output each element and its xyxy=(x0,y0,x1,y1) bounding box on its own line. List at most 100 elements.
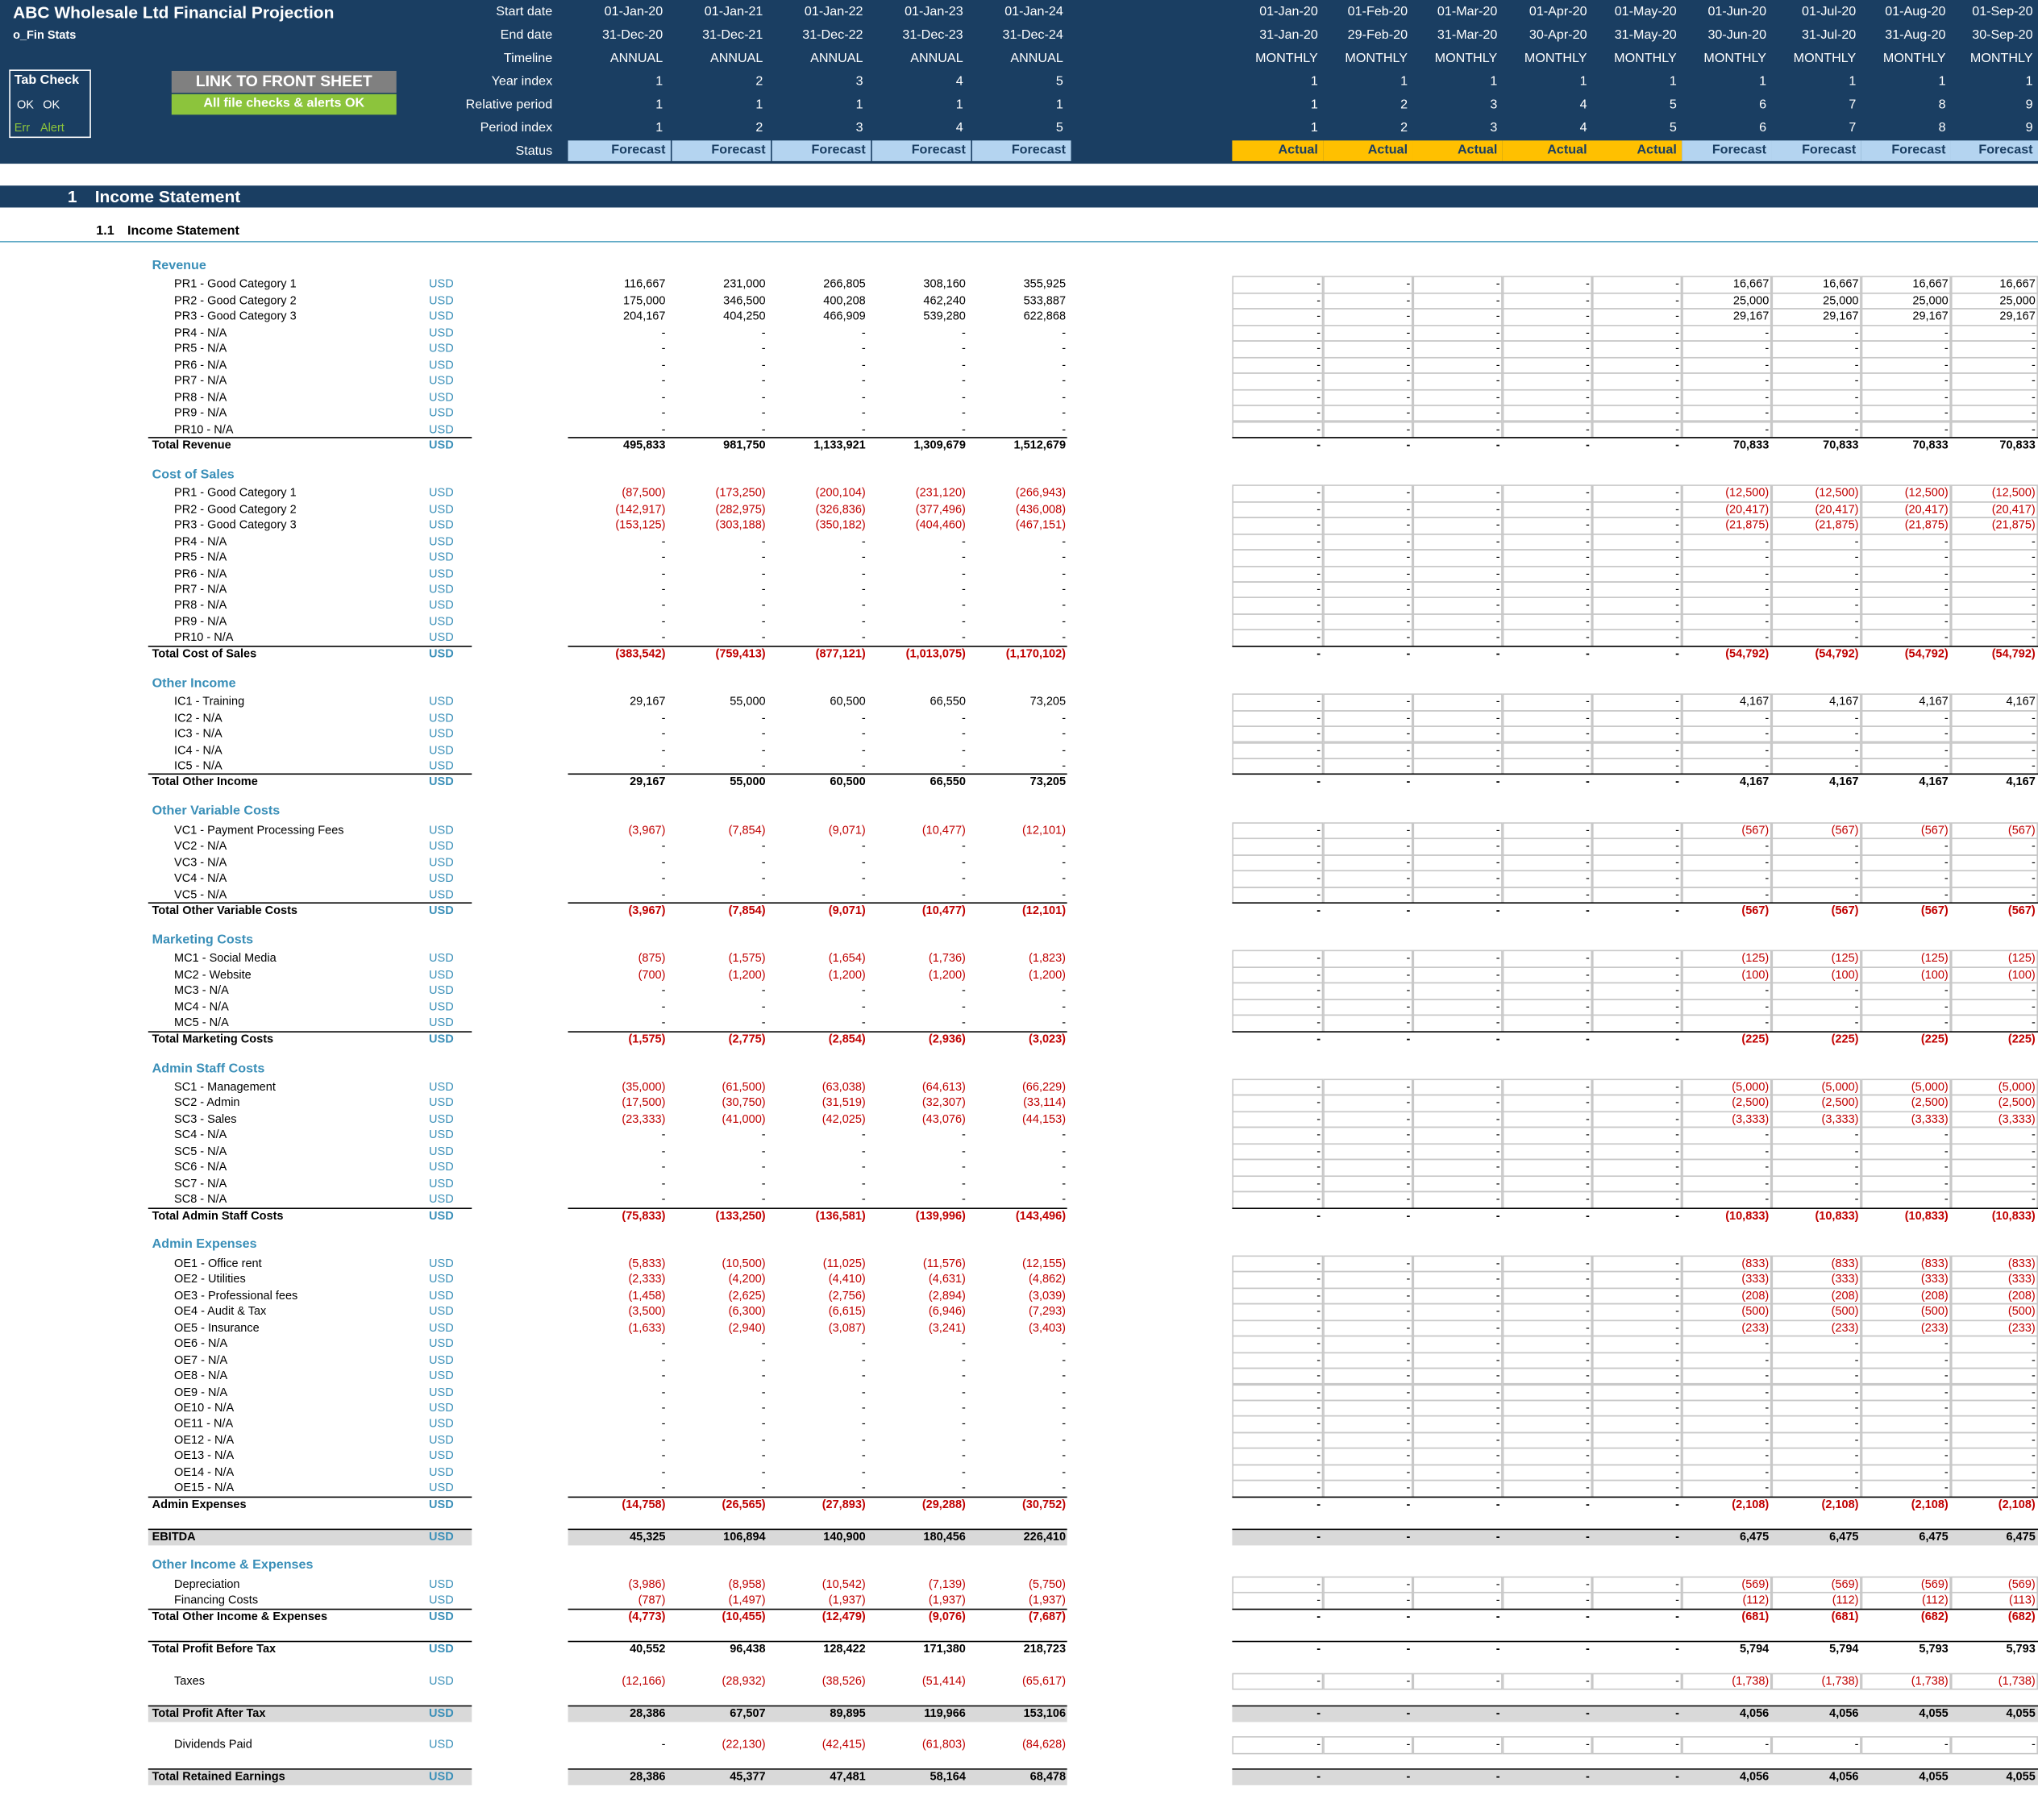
monthly-value-cell: - xyxy=(1765,999,1770,1013)
annual-value-cell: (3,967) xyxy=(628,823,666,837)
monthly-value-cell: - xyxy=(1406,758,1411,772)
monthly-value-cell: 4,167 xyxy=(1829,775,1859,788)
input-cell-border xyxy=(1771,405,1861,422)
monthly-value-cell: - xyxy=(1316,1192,1321,1206)
monthly-value-cell: - xyxy=(1675,904,1680,916)
monthly-value-cell: - xyxy=(1944,871,1949,885)
total-rule xyxy=(1232,1527,2038,1530)
input-cell-border xyxy=(1771,581,1861,599)
annual-year-cell: 1 xyxy=(655,74,663,89)
monthly-value-cell: - xyxy=(1406,1594,1411,1607)
input-cell-border xyxy=(1323,292,1413,310)
annual-value-cell: (33,114) xyxy=(1023,1095,1067,1109)
input-cell-border xyxy=(1323,693,1413,712)
monthly-value-cell: - xyxy=(1585,1032,1590,1045)
link-to-front-sheet-button[interactable]: LINK TO FRONT SHEET xyxy=(171,70,397,93)
monthly-value-cell: - xyxy=(1675,310,1680,323)
annual-value-cell: - xyxy=(861,1369,866,1382)
input-cell-border xyxy=(1412,1480,1503,1498)
annual-value-cell: - xyxy=(761,389,766,403)
annual-value-cell: - xyxy=(861,630,866,644)
input-cell-border xyxy=(1323,854,1413,872)
input-cell-border xyxy=(1592,533,1682,551)
monthly-value-cell: - xyxy=(1854,598,1859,612)
monthly-value-cell: (12,500) xyxy=(1815,486,1859,500)
input-cell-border xyxy=(1502,1127,1593,1145)
input-cell-border xyxy=(1502,982,1593,1000)
monthly-value-cell: - xyxy=(2031,598,2036,612)
input-cell-border xyxy=(1412,276,1503,294)
monthly-value-cell: - xyxy=(1585,695,1590,708)
monthly-value-cell: - xyxy=(2031,358,2036,372)
monthly-value-cell: - xyxy=(1675,775,1680,788)
monthly-value-cell: 70,833 xyxy=(1732,438,1770,451)
monthly-value-cell: - xyxy=(1765,1385,1770,1398)
input-cell-border xyxy=(1861,1672,1951,1690)
input-cell-border xyxy=(1861,389,1951,406)
monthly-value-cell: (500) xyxy=(1920,1304,1949,1318)
annual-value-cell: (75,833) xyxy=(622,1208,666,1222)
input-cell-border xyxy=(1950,821,2038,840)
input-cell-border xyxy=(1412,1303,1503,1321)
input-cell-border xyxy=(1502,340,1593,359)
input-cell-border xyxy=(1950,308,2038,326)
input-cell-border xyxy=(1412,1255,1503,1273)
annual-value-cell: (404,460) xyxy=(915,518,966,532)
annual-value-cell: - xyxy=(962,1128,966,1141)
annual-value-cell: - xyxy=(962,389,966,403)
monthly-value-cell: - xyxy=(1585,1433,1590,1446)
annual-value-cell: - xyxy=(962,839,966,853)
section-number: 1 xyxy=(67,186,77,206)
unit-label: USD xyxy=(429,887,454,901)
line-item-label: Depreciation xyxy=(174,1577,240,1591)
annual-end-cell: 31-Dec-24 xyxy=(1002,28,1063,43)
input-cell-border xyxy=(1950,581,2038,599)
total-label: Total Profit After Tax xyxy=(152,1706,266,1719)
input-cell-border xyxy=(1592,1335,1682,1353)
total-label: Total Retained Earnings xyxy=(152,1770,285,1784)
input-cell-border xyxy=(1232,276,1324,294)
input-cell-border xyxy=(1771,340,1861,359)
input-cell-border xyxy=(1861,1255,1951,1273)
annual-value-cell: (1,654) xyxy=(828,951,866,965)
annual-value-cell: - xyxy=(861,534,866,548)
annual-value-cell: (7,854) xyxy=(728,823,766,837)
input-cell-border xyxy=(1682,1174,1772,1193)
monthly-value-cell: - xyxy=(1316,871,1321,885)
input-cell-border xyxy=(1502,276,1593,294)
annual-timeline-cell: ANNUAL xyxy=(910,51,963,66)
monthly-value-cell: - xyxy=(1944,358,1949,372)
input-cell-border xyxy=(1232,950,1324,968)
annual-value-cell: (1,013,075) xyxy=(905,646,966,660)
monthly-value-cell: - xyxy=(1495,1176,1500,1190)
monthly-value-cell: - xyxy=(1495,1353,1500,1366)
monthly-value-cell: 6,475 xyxy=(2006,1529,2036,1543)
input-cell-border xyxy=(1323,1190,1413,1209)
input-cell-border xyxy=(1950,693,2038,712)
monthly-period-cell: 8 xyxy=(1938,121,1946,135)
line-item-label: SC6 - N/A xyxy=(174,1160,227,1174)
monthly-value-cell: - xyxy=(1675,1095,1680,1109)
monthly-value-cell: - xyxy=(1675,1353,1680,1366)
monthly-value-cell: (112) xyxy=(1921,1594,1949,1607)
annual-value-cell: - xyxy=(861,1433,866,1446)
annual-value-cell: 308,160 xyxy=(923,277,966,291)
input-cell-border xyxy=(1861,1383,1951,1402)
monthly-value-cell: - xyxy=(1854,839,1859,853)
monthly-value-cell: - xyxy=(1406,1770,1411,1784)
input-cell-border xyxy=(1592,1351,1682,1369)
monthly-value-cell: (21,875) xyxy=(1815,518,1859,532)
monthly-value-cell: (54,792) xyxy=(1815,646,1859,660)
monthly-value-cell: 16,667 xyxy=(1999,277,2036,291)
monthly-value-cell: - xyxy=(1854,1738,1859,1751)
input-cell-border xyxy=(1950,709,2038,727)
annual-value-cell: (10,542) xyxy=(821,1577,866,1591)
input-cell-border xyxy=(1950,854,2038,872)
monthly-value-cell: - xyxy=(1406,1288,1411,1302)
input-cell-border xyxy=(1950,1448,2038,1465)
input-cell-border xyxy=(1232,1287,1324,1305)
monthly-value-cell: - xyxy=(1316,486,1321,500)
annual-value-cell: - xyxy=(1062,1417,1067,1431)
annual-value-cell: (436,008) xyxy=(1015,502,1067,516)
total-rule xyxy=(568,1768,1067,1771)
